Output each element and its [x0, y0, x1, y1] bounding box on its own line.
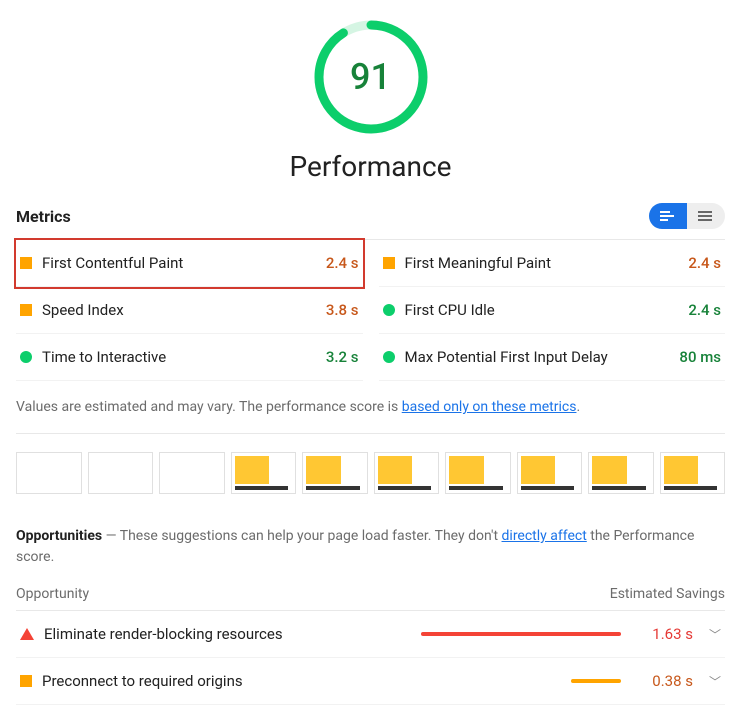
- opportunity-severity-icon: [20, 628, 34, 640]
- col-savings: Estimated Savings: [610, 586, 725, 602]
- metric-value: 3.8 s: [326, 301, 359, 319]
- metric-status-icon: [20, 304, 32, 316]
- filmstrip-frame[interactable]: [588, 452, 654, 494]
- chevron-down-icon: ﹀: [709, 673, 721, 690]
- metrics-view-toggle: [649, 203, 725, 229]
- metric-value: 2.4 s: [688, 254, 721, 272]
- metric-status-icon: [383, 257, 395, 269]
- opportunity-name: Eliminate render-blocking resources: [44, 625, 411, 643]
- filmstrip-frame[interactable]: [660, 452, 726, 494]
- filmstrip-frame[interactable]: [517, 452, 583, 494]
- metric-row[interactable]: First CPU Idle 2.4 s: [379, 287, 726, 334]
- footnote-link[interactable]: based only on these metrics: [402, 399, 577, 415]
- metric-value: 3.2 s: [326, 348, 359, 366]
- metrics-footnote: Values are estimated and may vary. The p…: [16, 381, 725, 434]
- compact-view-icon: [660, 211, 676, 221]
- metric-name: First Contentful Paint: [42, 254, 316, 272]
- view-toggle-compact-button[interactable]: [649, 203, 687, 229]
- metric-status-icon: [383, 304, 395, 316]
- metrics-heading: Metrics: [16, 207, 71, 226]
- metric-row[interactable]: Max Potential First Input Delay 80 ms: [379, 334, 726, 381]
- opportunity-severity-icon: [20, 675, 32, 687]
- opportunity-savings-bar: [421, 679, 621, 683]
- opportunities-list: Eliminate render-blocking resources 1.63 …: [16, 611, 725, 705]
- metric-value: 80 ms: [679, 348, 721, 366]
- opportunity-savings-bar: [421, 632, 621, 636]
- opportunity-name: Preconnect to required origins: [42, 672, 411, 690]
- metric-status-icon: [20, 351, 32, 363]
- opportunities-intro-link[interactable]: directly affect: [502, 528, 587, 544]
- filmstrip-frame[interactable]: [374, 452, 440, 494]
- opportunity-row[interactable]: Preconnect to required origins 0.38 s ﹀: [16, 658, 725, 705]
- score-gauge-section: 91 Performance: [16, 18, 725, 183]
- opportunities-intro-mid: — These suggestions can help your page l…: [102, 528, 501, 544]
- filmstrip-frame[interactable]: [16, 452, 82, 494]
- metric-row[interactable]: First Contentful Paint 2.4 s: [16, 240, 363, 287]
- expanded-view-icon: [698, 211, 714, 221]
- filmstrip-frame[interactable]: [231, 452, 297, 494]
- opportunity-value: 0.38 s: [641, 672, 693, 690]
- footnote-suffix: .: [576, 399, 580, 415]
- metrics-grid: First Contentful Paint2.4 sFirst Meaning…: [16, 239, 725, 381]
- view-toggle-expanded-button[interactable]: [687, 203, 725, 229]
- score-gauge: 91: [312, 18, 430, 136]
- footnote-text: Values are estimated and may vary. The p…: [16, 399, 402, 415]
- metric-name: Time to Interactive: [42, 348, 316, 366]
- filmstrip-frame[interactable]: [302, 452, 368, 494]
- opportunities-table-header: Opportunity Estimated Savings: [16, 586, 725, 611]
- chevron-down-icon: ﹀: [709, 626, 721, 643]
- gauge-title: Performance: [290, 150, 452, 183]
- metric-name: First Meaningful Paint: [405, 254, 679, 272]
- filmstrip-frame[interactable]: [88, 452, 154, 494]
- metric-row[interactable]: Speed Index 3.8 s: [16, 287, 363, 334]
- metric-value: 2.4 s: [688, 301, 721, 319]
- metric-name: Max Potential First Input Delay: [405, 348, 670, 366]
- opportunity-value: 1.63 s: [641, 625, 693, 643]
- metric-row[interactable]: First Meaningful Paint 2.4 s: [379, 240, 726, 287]
- opportunities-intro: Opportunities — These suggestions can he…: [16, 526, 725, 568]
- opportunity-row[interactable]: Eliminate render-blocking resources 1.63 …: [16, 611, 725, 658]
- gauge-score-text: 91: [312, 18, 430, 136]
- metric-status-icon: [383, 351, 395, 363]
- metric-name: First CPU Idle: [405, 301, 679, 319]
- col-opportunity: Opportunity: [16, 586, 89, 602]
- metric-status-icon: [20, 257, 32, 269]
- opportunities-label: Opportunities: [16, 528, 102, 544]
- metric-value: 2.4 s: [326, 254, 359, 272]
- filmstrip-frame[interactable]: [445, 452, 511, 494]
- metric-row[interactable]: Time to Interactive 3.2 s: [16, 334, 363, 381]
- filmstrip: [16, 434, 725, 504]
- metric-name: Speed Index: [42, 301, 316, 319]
- filmstrip-frame[interactable]: [159, 452, 225, 494]
